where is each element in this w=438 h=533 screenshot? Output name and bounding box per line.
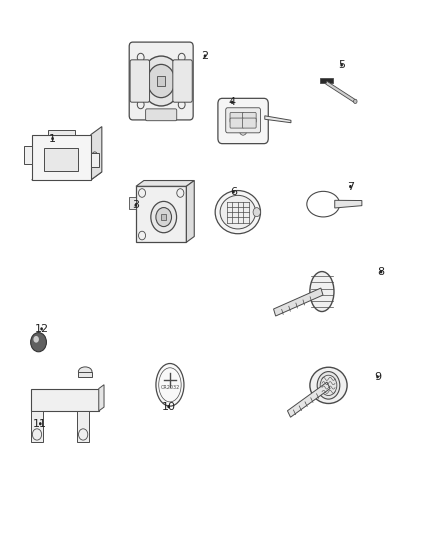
- Text: 6: 6: [230, 187, 237, 197]
- Circle shape: [376, 375, 379, 378]
- Bar: [44, 148, 78, 171]
- Circle shape: [148, 64, 175, 98]
- Polygon shape: [31, 411, 43, 442]
- Circle shape: [380, 270, 382, 273]
- Text: 12: 12: [35, 324, 49, 334]
- Circle shape: [317, 372, 340, 399]
- Circle shape: [151, 201, 177, 233]
- Circle shape: [232, 190, 235, 193]
- Polygon shape: [77, 411, 89, 442]
- FancyBboxPatch shape: [230, 112, 244, 123]
- Circle shape: [33, 336, 39, 343]
- FancyBboxPatch shape: [243, 112, 256, 123]
- Circle shape: [167, 405, 170, 408]
- Text: 5: 5: [338, 60, 345, 70]
- Bar: [24, 147, 32, 164]
- Polygon shape: [48, 130, 74, 135]
- Circle shape: [141, 56, 182, 106]
- Polygon shape: [136, 187, 187, 242]
- Ellipse shape: [220, 196, 256, 229]
- Polygon shape: [99, 385, 104, 411]
- FancyBboxPatch shape: [218, 98, 268, 143]
- FancyBboxPatch shape: [226, 108, 261, 133]
- Polygon shape: [32, 172, 102, 180]
- Text: 3: 3: [132, 200, 139, 210]
- FancyBboxPatch shape: [173, 60, 192, 102]
- Ellipse shape: [215, 191, 261, 233]
- Polygon shape: [326, 81, 356, 103]
- Text: 2: 2: [201, 51, 208, 61]
- FancyBboxPatch shape: [243, 118, 256, 128]
- Ellipse shape: [310, 271, 334, 311]
- Polygon shape: [287, 382, 330, 417]
- Text: 9: 9: [374, 372, 381, 382]
- Circle shape: [340, 63, 343, 67]
- FancyBboxPatch shape: [129, 42, 193, 120]
- Circle shape: [31, 333, 46, 352]
- Polygon shape: [265, 116, 291, 123]
- Text: 4: 4: [229, 98, 236, 107]
- Circle shape: [349, 185, 352, 188]
- Text: 11: 11: [33, 419, 47, 429]
- FancyBboxPatch shape: [130, 60, 149, 102]
- Polygon shape: [320, 78, 333, 83]
- Text: 7: 7: [347, 182, 354, 191]
- Ellipse shape: [310, 367, 347, 403]
- Polygon shape: [274, 288, 323, 316]
- Bar: [130, 198, 136, 209]
- Circle shape: [240, 126, 247, 135]
- Circle shape: [231, 101, 233, 104]
- Polygon shape: [335, 200, 362, 208]
- Text: CR2032: CR2032: [160, 385, 180, 390]
- Bar: [161, 214, 166, 221]
- Circle shape: [353, 99, 357, 103]
- Polygon shape: [91, 127, 102, 180]
- Bar: [157, 76, 165, 86]
- FancyBboxPatch shape: [145, 109, 177, 121]
- Circle shape: [253, 208, 261, 216]
- Circle shape: [134, 204, 137, 207]
- Polygon shape: [32, 135, 91, 180]
- Text: 10: 10: [162, 402, 176, 411]
- Circle shape: [51, 137, 54, 140]
- Circle shape: [39, 422, 42, 425]
- FancyBboxPatch shape: [230, 118, 244, 128]
- Ellipse shape: [156, 364, 184, 406]
- Text: 1: 1: [49, 134, 56, 143]
- Polygon shape: [78, 372, 92, 377]
- Ellipse shape: [78, 367, 92, 376]
- Polygon shape: [136, 181, 194, 187]
- Polygon shape: [31, 389, 99, 411]
- Bar: [91, 154, 99, 167]
- Polygon shape: [187, 181, 194, 242]
- Circle shape: [40, 327, 43, 330]
- Circle shape: [156, 207, 172, 227]
- Circle shape: [204, 54, 206, 58]
- Text: 8: 8: [378, 267, 385, 277]
